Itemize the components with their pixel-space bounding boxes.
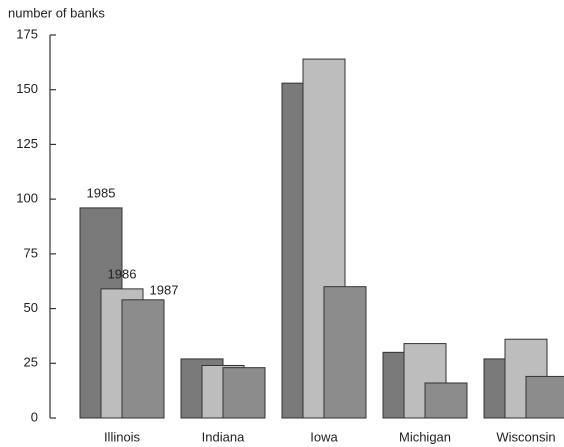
y-tick-label: 50	[24, 300, 38, 315]
bar	[222, 367, 266, 419]
series-label: 1986	[108, 266, 137, 281]
bar	[323, 286, 367, 419]
y-tick-label: 100	[16, 191, 38, 206]
y-tick-label: 75	[24, 245, 38, 260]
bar	[525, 375, 564, 419]
bar	[121, 299, 165, 419]
bar	[424, 382, 468, 419]
x-tick-label: Indiana	[202, 429, 245, 444]
y-tick-label: 25	[24, 355, 38, 370]
x-tick-label: Wisconsin	[496, 429, 555, 444]
y-tick-label: 0	[31, 409, 38, 424]
x-tick-label: Iowa	[310, 429, 338, 444]
series-label: 1987	[150, 282, 179, 297]
x-tick-label: Illinois	[104, 429, 141, 444]
x-tick-label: Michigan	[399, 429, 451, 444]
y-tick-label: 175	[16, 26, 38, 41]
y-axis-label: number of banks	[8, 5, 105, 20]
y-tick-label: 150	[16, 81, 38, 96]
series-label: 1985	[87, 185, 116, 200]
y-tick-label: 125	[16, 136, 38, 151]
